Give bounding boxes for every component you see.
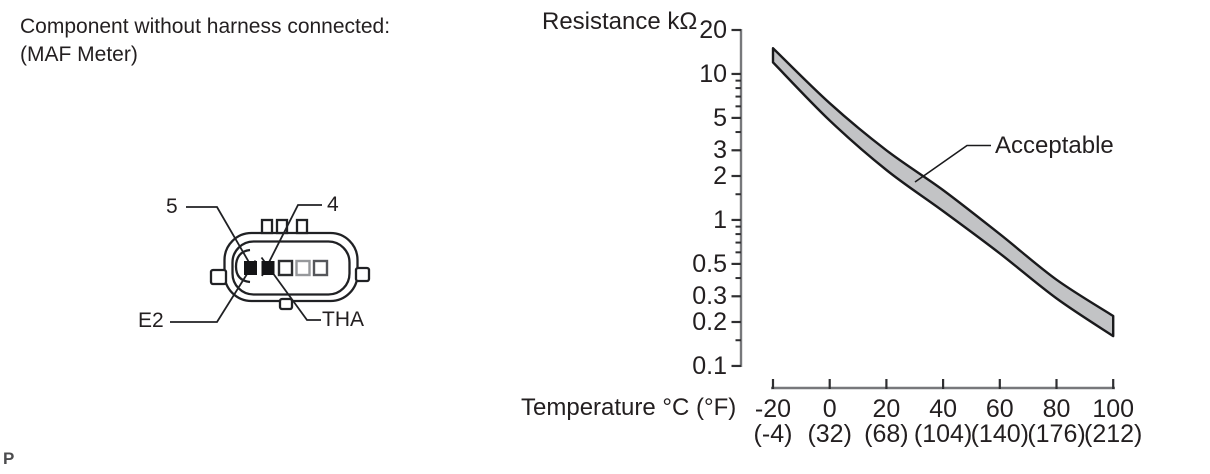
x-tick-label-celsius: 0	[822, 395, 837, 423]
x-tick-label-fahrenheit: (176)	[1027, 419, 1086, 448]
leader-line-terminal-4	[261, 204, 322, 277]
leader-line-terminal-5	[186, 206, 257, 274]
y-tick-label: 0.5	[692, 249, 727, 278]
x-tick-label-celsius: 20	[872, 395, 901, 423]
y-tick-label: 5	[713, 103, 727, 132]
connector-pin-terminal-1	[312, 259, 329, 277]
x-tick-label-celsius: 100	[1092, 395, 1135, 423]
connector-pin-terminal-4-THA	[261, 261, 275, 275]
terminal-label-tha: THA	[322, 308, 364, 331]
leader-line-tha	[260, 256, 321, 321]
connector-pin-terminal-5-E2	[244, 261, 257, 275]
y-tick-label: 0.2	[692, 308, 727, 336]
terminal-label-e2: E2	[138, 309, 164, 332]
connector-right-tab	[354, 266, 371, 283]
figure-caption-line1: Component without harness connected:	[20, 15, 391, 38]
page-corner-text: P	[3, 449, 15, 468]
y-tick-label: 10	[699, 59, 727, 88]
terminal-label-5: 5	[166, 195, 178, 218]
acceptable-band	[771, 47, 1115, 338]
acceptable-leader-line	[914, 144, 991, 183]
acceptable-band-label: Acceptable	[995, 132, 1114, 159]
connector-pin-terminal-2	[295, 259, 311, 277]
connector-pin-terminal-3	[277, 259, 294, 277]
leader-line-e2	[170, 260, 257, 323]
x-axis-title: Temperature °C (°F)	[521, 394, 737, 421]
x-tick-label-fahrenheit: (140)	[970, 419, 1029, 448]
x-tick-label-celsius: 80	[1042, 395, 1071, 423]
y-tick-label: 20	[699, 16, 727, 44]
connector-top-tab-3	[295, 218, 309, 235]
connector-left-tab	[209, 268, 228, 286]
maf-connector-diagram	[170, 204, 371, 323]
x-tick-label-fahrenheit: (212)	[1084, 419, 1143, 448]
y-tick-label: 0.1	[692, 351, 727, 380]
terminal-label-4: 4	[327, 193, 339, 216]
figure-caption-line2: (MAF Meter)	[20, 43, 138, 66]
connector-top-tab-1	[260, 218, 274, 235]
x-tick-label-fahrenheit: (68)	[864, 419, 909, 448]
y-tick-label: 0.3	[692, 282, 727, 311]
connector-bottom-tab	[278, 297, 294, 311]
y-tick-label: 1	[713, 205, 727, 234]
x-tick-label-fahrenheit: (32)	[807, 419, 852, 448]
x-tick-label-celsius: 60	[985, 395, 1014, 423]
x-tick-label-celsius: -20	[754, 395, 792, 423]
x-tick-label-fahrenheit: (-4)	[753, 419, 793, 448]
y-tick-label: 3	[713, 136, 727, 165]
y-tick-label: 2	[713, 162, 727, 190]
y-axis-title: Resistance kΩ	[542, 8, 698, 35]
x-tick-label-celsius: 40	[929, 395, 957, 423]
x-tick-label-fahrenheit: (104)	[913, 419, 973, 448]
